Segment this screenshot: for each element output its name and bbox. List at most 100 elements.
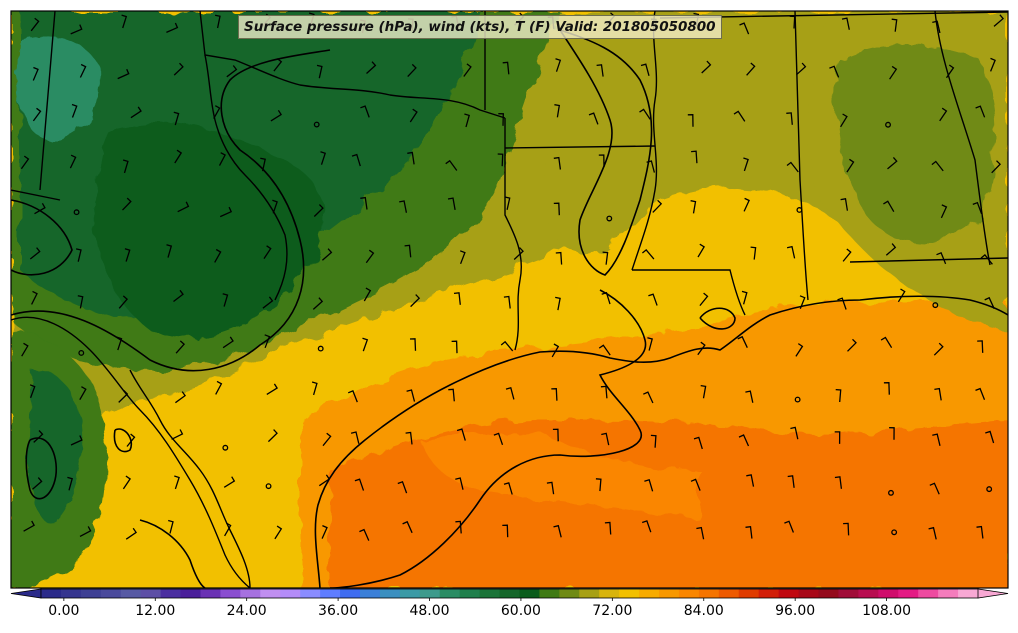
- isobar-8: [139, 519, 206, 588]
- colorbar-swatch: [220, 589, 241, 598]
- wind-barb: [932, 433, 941, 446]
- wind-barb: [790, 426, 799, 440]
- coastline-gulf: [314, 295, 1008, 588]
- wind-barb: [173, 111, 180, 126]
- colorbar-swatch: [918, 589, 939, 598]
- colorbar-swatch: [898, 589, 919, 598]
- wind-barb: [887, 156, 898, 170]
- wind-barb: [71, 103, 78, 118]
- gulf-mid-region: [420, 432, 700, 520]
- wind-barb: [503, 295, 511, 309]
- calm-wind-marker: [986, 486, 993, 493]
- wind-barb: [931, 160, 944, 172]
- wind-barb: [841, 17, 850, 30]
- temperature-field: [11, 11, 1008, 588]
- wind-barb: [840, 113, 848, 128]
- wind-barb: [79, 63, 87, 78]
- cool-region-teal: [18, 36, 102, 141]
- wind-barb: [32, 66, 39, 81]
- colorbar-swatch: [280, 589, 301, 598]
- wind-barb: [218, 152, 226, 166]
- wind-barb: [32, 477, 43, 490]
- map-title: Surface pressure (hPa), wind (kts), T (F…: [238, 15, 722, 39]
- wind-barb: [30, 17, 40, 32]
- boundaries: [11, 11, 1008, 588]
- wind-barb: [264, 334, 271, 349]
- colorbar-swatch: [818, 589, 839, 598]
- wind-barb: [701, 60, 712, 74]
- colorbar-tick-label: 0.00: [48, 603, 80, 619]
- wind-barb: [451, 340, 458, 354]
- wind-barb: [551, 388, 558, 401]
- wind-barb: [464, 113, 470, 128]
- wind-barb: [555, 58, 562, 72]
- wind-barb: [601, 291, 611, 305]
- wind-barb: [883, 382, 890, 395]
- wind-barb: [697, 243, 705, 258]
- wind-barb: [647, 337, 653, 351]
- colorbar-swatch: [798, 589, 820, 598]
- wind-barb: [503, 482, 513, 495]
- wind-barb: [21, 342, 29, 357]
- wind-barb: [117, 68, 130, 80]
- calm-wind-marker: [888, 489, 894, 496]
- colorbar-swatch: [678, 589, 700, 598]
- calm-wind-marker: [313, 121, 320, 128]
- wind-barb: [699, 292, 709, 307]
- wind-barb: [79, 526, 92, 537]
- colorbar-swatch: [479, 589, 501, 598]
- red-river: [204, 54, 288, 301]
- wind-barb: [360, 196, 368, 210]
- colorbar-tick-label: 36.00: [318, 603, 359, 619]
- isobar-3: [559, 29, 653, 276]
- wind-barb: [274, 525, 283, 540]
- colorbar-swatch: [60, 589, 82, 598]
- colorbar-swatch: [80, 589, 102, 598]
- wind-barb: [553, 202, 560, 216]
- colorbar-swatch: [758, 589, 780, 598]
- state-border-ms-river: [631, 11, 658, 271]
- colorbar-swatch: [559, 589, 580, 598]
- wind-barb: [77, 295, 84, 309]
- wind-barb: [118, 390, 129, 403]
- east-green-patch: [836, 45, 995, 243]
- calm-wind-marker: [794, 396, 801, 403]
- wind-barb: [505, 387, 515, 400]
- colorbar-swatch: [180, 589, 201, 598]
- wind-barb: [500, 340, 514, 352]
- calm-wind-marker: [796, 207, 803, 213]
- wind-barb: [976, 525, 984, 539]
- wind-barb: [885, 243, 897, 256]
- isobar-5: [25, 437, 57, 500]
- colorbar-swatch: [838, 589, 859, 598]
- wind-barb: [555, 296, 561, 311]
- wind-barb: [320, 151, 327, 165]
- wind-barb: [889, 65, 898, 80]
- wind-barb: [313, 204, 324, 217]
- wind-barb: [552, 428, 559, 442]
- wind-barb: [455, 520, 462, 534]
- wind-barb: [932, 20, 941, 34]
- wind-barb: [363, 287, 372, 302]
- wind-barb: [602, 251, 609, 265]
- wind-barb: [174, 475, 180, 490]
- wind-barb: [643, 391, 654, 404]
- wind-barb: [168, 519, 174, 534]
- wind-barb: [497, 153, 504, 167]
- wind-barb: [743, 197, 750, 212]
- wind-barb: [546, 481, 555, 495]
- wind-barb: [697, 341, 706, 356]
- colorbar-swatch: [599, 589, 620, 598]
- coastline-mexico: [129, 369, 251, 588]
- wind-barb: [700, 384, 707, 399]
- wind-barb: [33, 430, 44, 443]
- wind-barb: [23, 520, 35, 532]
- wind-barb: [829, 65, 840, 78]
- colorbar-min-extension: [10, 588, 42, 599]
- wind-barb: [640, 63, 650, 76]
- wind-barb: [601, 432, 610, 446]
- state-border-ar-la: [504, 145, 656, 149]
- wind-barb: [70, 24, 83, 35]
- wind-barb: [316, 64, 323, 79]
- wind-barb: [598, 344, 611, 356]
